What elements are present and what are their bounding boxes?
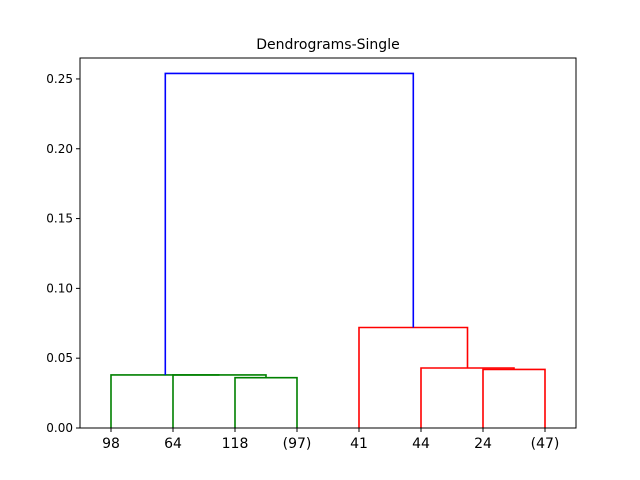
plot-frame bbox=[79, 57, 577, 429]
leaf-label: (97) bbox=[283, 436, 312, 452]
dendrogram-links bbox=[110, 72, 546, 428]
dendrogram-link-merge-118-97 bbox=[234, 376, 298, 428]
leaf-label: (47) bbox=[531, 436, 560, 452]
dendrogram-link-merge-64-118 bbox=[172, 374, 267, 428]
y-axis: 0.00 0.05 0.10 0.15 0.20 0.25 bbox=[46, 72, 80, 435]
y-tick-label: 0.00 bbox=[46, 421, 73, 435]
x-axis: 98 64 118 (97) 41 44 24 (47) bbox=[102, 428, 559, 452]
dendrogram-link-merge-98-64 bbox=[110, 374, 220, 428]
y-tick-label: 0.10 bbox=[46, 281, 73, 295]
chart-title: Dendrograms-Single bbox=[256, 37, 399, 53]
y-tick-label: 0.20 bbox=[46, 142, 73, 156]
y-tick-label: 0.15 bbox=[46, 212, 73, 226]
leaf-label: 64 bbox=[164, 436, 182, 452]
y-tick-label: 0.25 bbox=[46, 72, 73, 86]
dendrogram-link-merge-44-24 bbox=[420, 367, 515, 428]
leaf-label: 118 bbox=[222, 436, 249, 452]
leaf-label: 98 bbox=[102, 436, 120, 452]
leaf-label: 44 bbox=[412, 436, 430, 452]
y-tick-label: 0.05 bbox=[46, 351, 73, 365]
dendrogram-link-merge-root bbox=[164, 72, 415, 375]
dendrogram-link-merge-24-47 bbox=[482, 368, 546, 428]
leaf-label: 24 bbox=[474, 436, 492, 452]
dendrogram-link-merge-41-44 bbox=[358, 326, 469, 428]
leaf-label: 41 bbox=[350, 436, 368, 452]
